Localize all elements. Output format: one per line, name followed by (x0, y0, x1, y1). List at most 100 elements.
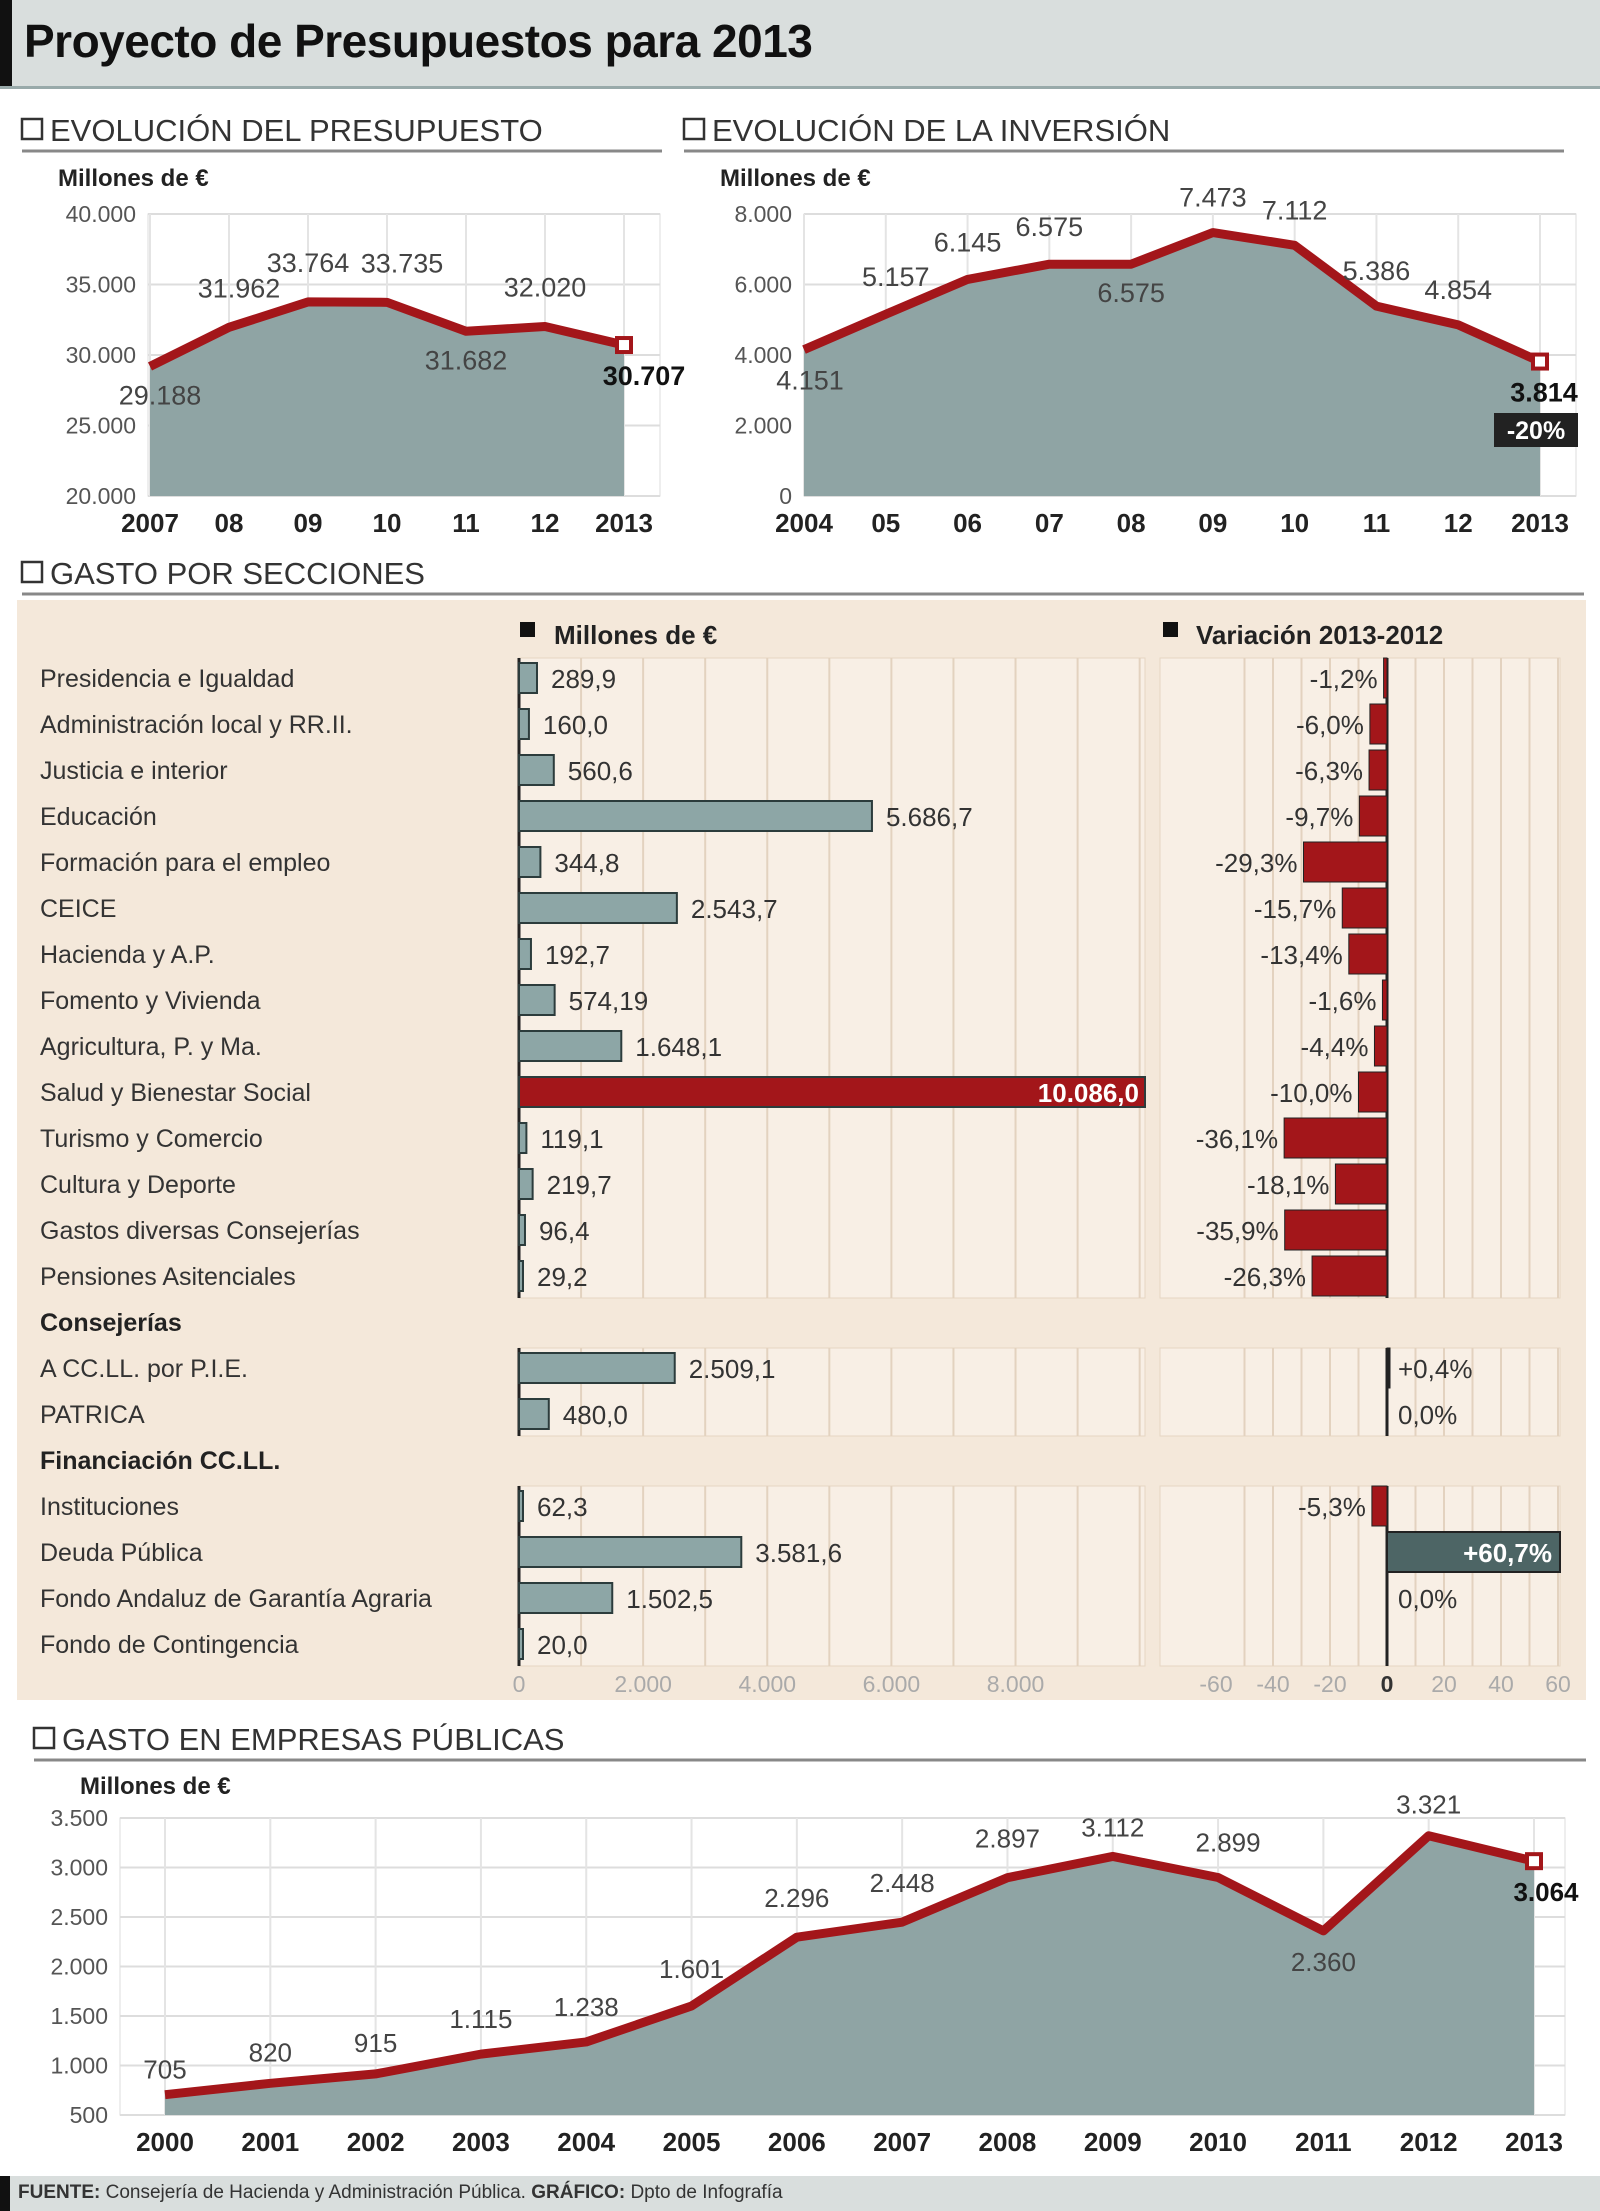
empresas-chart-xtick: 2005 (663, 2127, 721, 2157)
empresas-chart-end-marker (1525, 1852, 1543, 1871)
legend-variation: Variación 2013-2012 (1196, 620, 1443, 650)
variation-bar (1358, 795, 1388, 837)
row-label: Educación (40, 803, 157, 831)
amount-label: 29,2 (537, 1262, 588, 1292)
amount-bar (518, 800, 873, 832)
inversion-chart-xtick: 07 (1035, 508, 1064, 538)
amount-label: 480,0 (563, 1400, 628, 1430)
amount-bar (518, 1214, 526, 1246)
empresas-chart-data-label: 1.115 (449, 2004, 512, 2034)
inversion-chart-ytick: 8.000 (734, 201, 792, 227)
empresas-chart-xtick: 2007 (873, 2127, 931, 2157)
amount-grid-block (518, 657, 1146, 1299)
amount-xtick: 2.000 (614, 1671, 672, 1697)
amount-bar (518, 938, 532, 970)
footer: FUENTE: Consejería de Hacienda y Adminis… (0, 2176, 1600, 2211)
empresas-chart-xtick: 2009 (1084, 2127, 1142, 2157)
variation-xtick: 20 (1431, 1671, 1457, 1697)
variation-xtick: -60 (1199, 1671, 1232, 1697)
row-label: Turismo y Comercio (40, 1125, 263, 1153)
presupuesto-chart-ytick: 35.000 (66, 272, 136, 298)
presupuesto-chart-xtick: 12 (531, 508, 560, 538)
presupuesto-section-title: EVOLUCIÓN DEL PRESUPUESTO (50, 113, 543, 148)
amount-bar (518, 1122, 528, 1154)
empresas-chart-data-label: 915 (354, 2028, 397, 2058)
empresas-chart-area (165, 1835, 1534, 2115)
inversion-chart-xtick: 11 (1363, 508, 1391, 538)
amount-label: 119,1 (540, 1124, 603, 1154)
amount-label: 560,6 (568, 756, 633, 786)
amount-label: 20,0 (537, 1630, 588, 1660)
empresas-chart-ytick: 3.000 (50, 1855, 108, 1881)
variation-bar (1386, 1531, 1561, 1573)
amount-bar (518, 1490, 524, 1522)
row-label: Cultura y Deporte (40, 1171, 236, 1199)
amount-bar (518, 1030, 623, 1062)
empresas-section-title: GASTO EN EMPRESAS PÚBLICAS (62, 1722, 564, 1757)
variation-label: -26,3% (1224, 1262, 1306, 1292)
inversion-chart-data-label: 3.814 (1510, 378, 1578, 408)
row-label: Fondo de Contingencia (40, 1631, 299, 1659)
row-label: Pensiones Asitenciales (40, 1263, 296, 1291)
presupuesto-chart-ytick: 40.000 (66, 201, 136, 227)
empresas-chart-ytick: 2.500 (50, 1904, 108, 1930)
variation-bar (1383, 657, 1388, 699)
presupuesto-chart-ytick: 20.000 (66, 483, 136, 509)
inversion-chart-xtick: 10 (1280, 508, 1309, 538)
variation-xtick: 40 (1488, 1671, 1514, 1697)
variation-bar (1284, 1209, 1388, 1251)
presupuesto-chart-xtick: 2013 (595, 508, 653, 538)
title-accent (0, 0, 12, 86)
variation-bar (1283, 1117, 1388, 1159)
inversion-variation-label: -20% (1507, 417, 1565, 445)
empresas-chart-data-label: 3.112 (1081, 1812, 1144, 1842)
empresas-chart-data-label: 705 (143, 2055, 186, 2085)
presupuesto-chart-line (148, 297, 626, 371)
inversion-chart-data-label: 5.386 (1343, 256, 1411, 286)
amount-label: 2.509,1 (689, 1354, 776, 1384)
variation-label: -35,9% (1196, 1216, 1278, 1246)
inversion-section-title: EVOLUCIÓN DE LA INVERSIÓN (712, 113, 1170, 148)
amount-xtick: 6.000 (863, 1671, 921, 1697)
row-label: Salud y Bienestar Social (40, 1079, 311, 1107)
amount-label: 574,19 (569, 986, 649, 1016)
amount-label: 2.543,7 (691, 894, 778, 924)
inversion-chart-ytick: 4.000 (734, 342, 792, 368)
empresas-chart-line (164, 1831, 1536, 2100)
legend-amount-swatch (520, 622, 535, 637)
amount-label: 10.086,0 (1038, 1078, 1139, 1108)
variation-label: -5,3% (1298, 1492, 1366, 1522)
variation-label: -13,4% (1260, 940, 1342, 970)
presupuesto-chart-data-label: 32.020 (504, 273, 587, 303)
empresas-chart-xtick: 2011 (1295, 2127, 1351, 2157)
inversion-chart-data-label: 7.473 (1179, 183, 1247, 213)
row-label: Hacienda y A.P. (40, 941, 215, 969)
title-bar (0, 0, 1600, 89)
empresas-chart-data-label: 2.296 (764, 1883, 829, 1913)
empresas-chart-data-label: 2.899 (1196, 1827, 1261, 1857)
secciones-section-title: GASTO POR SECCIONES (50, 556, 425, 591)
amount-bar (518, 1536, 743, 1568)
empresas-chart-ytick: 2.000 (50, 1954, 108, 1980)
inversion-chart-xtick: 08 (1117, 508, 1146, 538)
presupuesto-chart-data-label: 33.735 (361, 248, 444, 278)
variation-grid-block (1159, 1485, 1561, 1667)
inversion-chart-line (802, 228, 1542, 366)
presupuesto-chart-ytick: 30.000 (66, 342, 136, 368)
legend-variation-swatch (1163, 622, 1178, 637)
amount-bar (518, 1582, 614, 1614)
empresas-chart-xtick: 2003 (452, 2127, 510, 2157)
variation-label: -36,1% (1196, 1124, 1278, 1154)
empresas-chart-ytick: 1.000 (50, 2053, 108, 2079)
row-label: Formación para el empleo (40, 849, 330, 877)
amount-bar (518, 1076, 1146, 1108)
inversion-chart-xtick: 05 (871, 508, 900, 538)
empresas-chart-ytick: 3.500 (50, 1805, 108, 1831)
empresas-chart-data-label: 2.360 (1291, 1947, 1356, 1977)
inversion-chart-data-label: 5.157 (862, 262, 930, 292)
empresas-chart-xtick: 2006 (768, 2127, 826, 2157)
empresas-chart-ytick: 1.500 (50, 2003, 108, 2029)
variation-bar (1373, 1025, 1388, 1067)
variation-label: -9,7% (1285, 802, 1353, 832)
